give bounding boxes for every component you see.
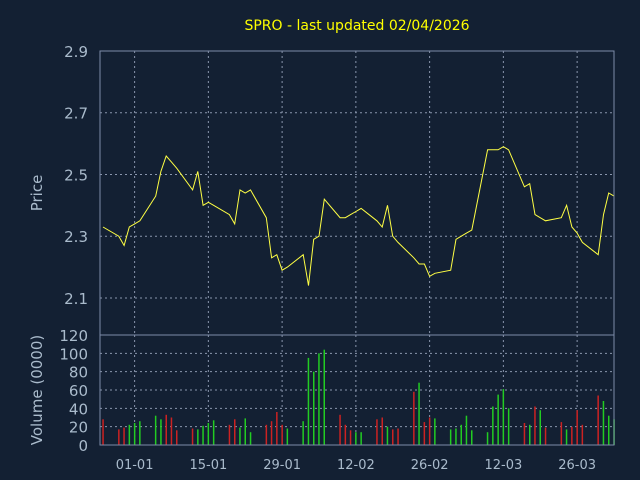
volume-bar bbox=[602, 401, 605, 445]
volume-bar bbox=[529, 424, 531, 445]
volume-bar bbox=[397, 428, 399, 445]
volume-bar bbox=[486, 432, 489, 445]
volume-bar bbox=[544, 427, 547, 445]
volume-bar bbox=[434, 418, 436, 445]
volume-bar bbox=[118, 429, 120, 445]
volume-tick-label: 120 bbox=[59, 327, 88, 345]
date-tick-label: 29-01 bbox=[263, 458, 301, 473]
price-axis-label: Price bbox=[28, 175, 46, 212]
volume-bar bbox=[349, 430, 352, 445]
volume-bar bbox=[413, 391, 415, 445]
volume-tick-label: 20 bbox=[69, 419, 88, 437]
volume-bar bbox=[428, 417, 431, 445]
volume-bar bbox=[576, 410, 578, 445]
volume-bar bbox=[102, 419, 104, 445]
volume-bar bbox=[418, 382, 420, 445]
price-tick-label: 2.5 bbox=[64, 166, 88, 184]
volume-bar bbox=[581, 424, 584, 445]
volume-bar bbox=[597, 395, 599, 445]
volume-bar bbox=[523, 423, 526, 445]
volume-tick-label: 80 bbox=[69, 364, 88, 382]
volume-bar bbox=[534, 406, 536, 445]
date-tick-label: 26-03 bbox=[558, 458, 596, 473]
volume-bar bbox=[276, 412, 278, 445]
date-tick-label: 26-02 bbox=[411, 458, 449, 473]
volume-bar bbox=[228, 424, 231, 445]
volume-bar bbox=[460, 424, 462, 445]
volume-panel-frame bbox=[99, 334, 615, 446]
volume-bar bbox=[560, 422, 563, 445]
volume-bar bbox=[455, 428, 457, 445]
volume-axis-label: Volume (0000) bbox=[28, 335, 46, 445]
date-tick-label: 12-03 bbox=[484, 458, 522, 473]
volume-bar bbox=[539, 410, 541, 445]
volume-tick-label: 40 bbox=[69, 400, 88, 418]
volume-bar bbox=[465, 415, 468, 445]
volume-bar bbox=[154, 415, 157, 445]
price-line bbox=[102, 146, 615, 286]
volume-bar bbox=[123, 427, 125, 445]
price-tick-label: 2.3 bbox=[64, 228, 88, 246]
volume-bar bbox=[165, 414, 167, 446]
volume-bar bbox=[313, 371, 315, 445]
volume-bar bbox=[281, 424, 283, 445]
date-tick-label: 15-01 bbox=[189, 458, 227, 473]
volume-bar bbox=[376, 419, 378, 445]
volume-tick-label: 60 bbox=[69, 382, 88, 400]
volume-bar bbox=[608, 415, 610, 445]
volume-bar bbox=[197, 429, 199, 445]
volume-bar bbox=[497, 394, 499, 445]
volume-bar bbox=[160, 419, 162, 445]
volume-bar bbox=[212, 420, 215, 446]
volume-bar bbox=[239, 427, 241, 445]
volume-bar bbox=[318, 353, 320, 445]
volume-bar bbox=[234, 419, 236, 445]
volume-bar bbox=[360, 432, 362, 445]
volume-bars bbox=[102, 349, 615, 446]
volume-bar bbox=[207, 423, 210, 445]
date-tick-label: 01-01 bbox=[116, 458, 154, 473]
volume-bar bbox=[128, 424, 131, 445]
volume-bar bbox=[270, 421, 273, 445]
chart-title: SPRO - last updated 02/04/2026 bbox=[244, 18, 469, 34]
volume-bar bbox=[244, 418, 246, 445]
volume-bar bbox=[471, 430, 473, 445]
price-tick-labels: 2.9 2.7 2.5 2.3 2.1 bbox=[64, 43, 88, 308]
volume-bar bbox=[386, 426, 389, 445]
volume-bar bbox=[344, 424, 347, 445]
volume-bar bbox=[302, 421, 304, 445]
volume-bar bbox=[423, 422, 426, 445]
volume-bar bbox=[176, 430, 178, 445]
volume-bar bbox=[355, 432, 357, 445]
volume-bar bbox=[571, 426, 573, 445]
volume-bar bbox=[565, 429, 568, 445]
volume-bar bbox=[191, 428, 194, 445]
volume-bar bbox=[307, 357, 310, 445]
volume-bar bbox=[339, 414, 341, 446]
volume-bar bbox=[502, 389, 505, 445]
volume-bar bbox=[286, 428, 289, 445]
volume-bar bbox=[449, 429, 452, 445]
volume-bar bbox=[139, 421, 141, 445]
volume-tick-label: 0 bbox=[78, 437, 88, 455]
volume-bar bbox=[202, 425, 204, 446]
date-tick-labels: 01-01 15-01 29-01 12-02 26-02 12-03 26-03 bbox=[116, 458, 596, 473]
volume-bar bbox=[323, 349, 325, 445]
volume-bar bbox=[265, 424, 268, 445]
date-tick-label: 12-02 bbox=[337, 458, 375, 473]
price-tick-label: 2.1 bbox=[64, 290, 88, 308]
volume-tick-label: 100 bbox=[59, 345, 88, 363]
price-tick-label: 2.7 bbox=[64, 105, 88, 123]
volume-bar bbox=[133, 423, 136, 445]
volume-bar bbox=[392, 429, 394, 445]
volume-bar bbox=[249, 432, 252, 445]
price-tick-label: 2.9 bbox=[64, 43, 88, 61]
volume-bar bbox=[170, 417, 173, 445]
volume-bar bbox=[381, 417, 383, 445]
volume-bar bbox=[507, 408, 510, 445]
volume-bar bbox=[492, 406, 494, 445]
